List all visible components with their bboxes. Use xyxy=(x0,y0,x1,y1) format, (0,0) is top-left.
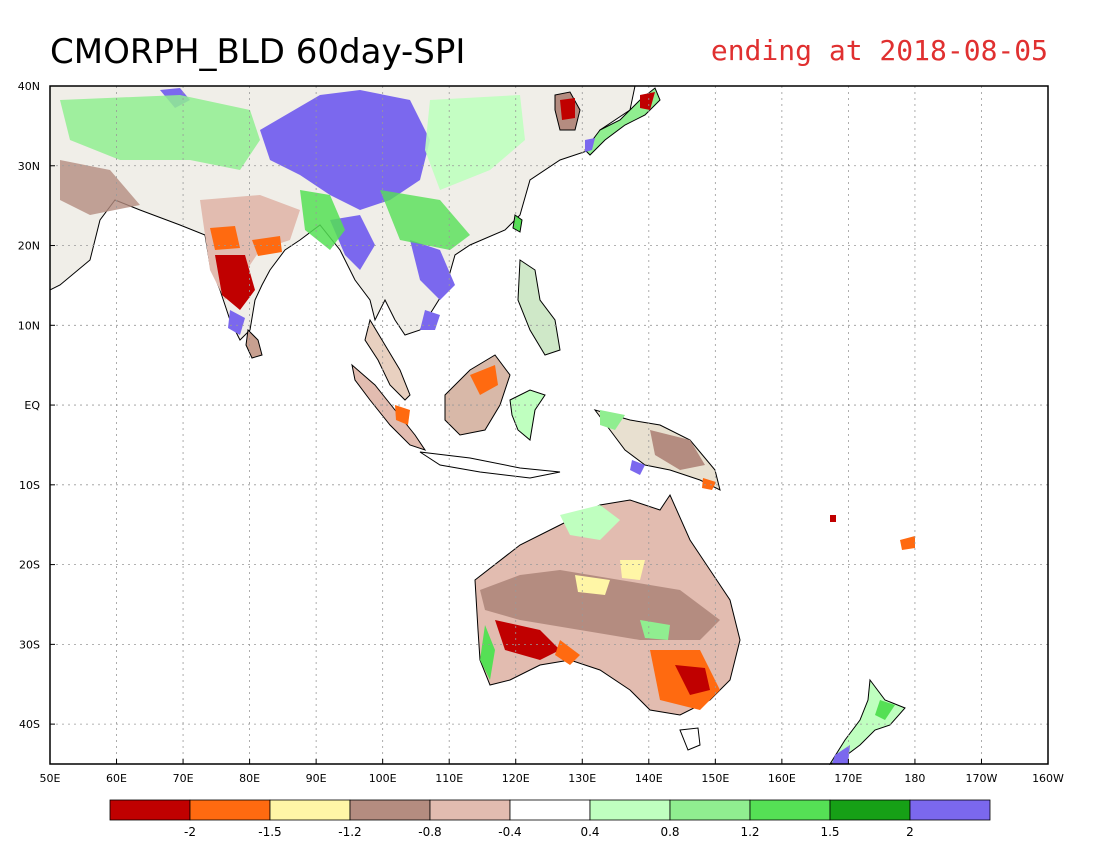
colorbar-label: -1.2 xyxy=(338,825,361,839)
colorbar-swatch xyxy=(189,799,271,821)
lat-label: 20S xyxy=(19,559,40,572)
colorbar-swatch xyxy=(109,799,191,821)
colorbar-swatch xyxy=(589,799,671,821)
lat-label: EQ xyxy=(24,399,40,412)
lon-label: 90E xyxy=(306,772,327,785)
colorbar-label: -0.4 xyxy=(498,825,521,839)
colorbar-swatch xyxy=(829,799,911,821)
colorbar-swatch xyxy=(749,799,831,821)
land-tasmania xyxy=(679,727,701,751)
colorbar-swatch xyxy=(509,799,591,821)
colorbar-label: 0.4 xyxy=(580,825,599,839)
land-taiwan xyxy=(512,214,523,233)
lat-label: 20N xyxy=(18,240,40,253)
map-title: CMORPH_BLD 60day-SPI xyxy=(50,32,465,72)
land-malay-peninsula xyxy=(364,318,411,401)
lon-label: 110E xyxy=(435,772,463,785)
colorbar-swatch xyxy=(349,799,431,821)
colorbar-swatch xyxy=(429,799,511,821)
colorbar-label: 0.8 xyxy=(660,825,679,839)
colorbar-label: 1.5 xyxy=(820,825,839,839)
lon-label: 180 xyxy=(904,772,925,785)
land-sumatra xyxy=(351,363,427,451)
lon-label: 120E xyxy=(502,772,530,785)
map-area xyxy=(49,85,1049,766)
lon-label: 80E xyxy=(239,772,260,785)
lon-label: 160W xyxy=(1032,772,1064,785)
latitude-labels: 40N 30N 20N 10N EQ 10S 20S 30S 40S xyxy=(18,80,55,731)
colorbar-label: -0.8 xyxy=(418,825,441,839)
colorbar-label: 2 xyxy=(906,825,914,839)
lat-label: 30S xyxy=(19,638,40,651)
colorbar-swatch xyxy=(669,799,751,821)
colorbar-labels: -2 -1.5 -1.2 -0.8 -0.4 0.4 0.8 1.2 1.5 2 xyxy=(184,825,914,839)
lat-label: 10S xyxy=(19,479,40,492)
land-new-zealand xyxy=(828,678,906,766)
lon-label: 60E xyxy=(106,772,127,785)
lon-label: 70E xyxy=(173,772,194,785)
colorbar-label: -2 xyxy=(184,825,196,839)
lon-label: 170W xyxy=(966,772,998,785)
lat-label: 10N xyxy=(18,319,40,332)
land-sulawesi xyxy=(509,389,546,441)
colorbar-label: 1.2 xyxy=(740,825,759,839)
lon-label: 50E xyxy=(40,772,61,785)
colorbar-swatch xyxy=(909,799,991,821)
lon-label: 130E xyxy=(568,772,596,785)
lon-label: 100E xyxy=(369,772,397,785)
land-java xyxy=(419,451,561,479)
map-frame xyxy=(49,85,1049,765)
land-philippines xyxy=(517,259,561,356)
spi-patches xyxy=(60,88,915,764)
lon-label: 160E xyxy=(768,772,796,785)
longitude-labels: 50E 60E 70E 80E 90E 100E 110E 120E 130E 140E 150E 1… xyxy=(40,759,1064,785)
lon-label: 140E xyxy=(635,772,663,785)
colorbar-swatch xyxy=(269,799,351,821)
lat-label: 30N xyxy=(18,160,40,173)
map-end-date: ending at 2018-08-05 xyxy=(711,34,1048,67)
lat-label: 40S xyxy=(19,718,40,731)
colorbar-label: -1.5 xyxy=(258,825,281,839)
lon-label: 170E xyxy=(834,772,862,785)
colorbar xyxy=(109,799,991,821)
lon-label: 150E xyxy=(701,772,729,785)
lat-label: 40N xyxy=(18,80,40,93)
